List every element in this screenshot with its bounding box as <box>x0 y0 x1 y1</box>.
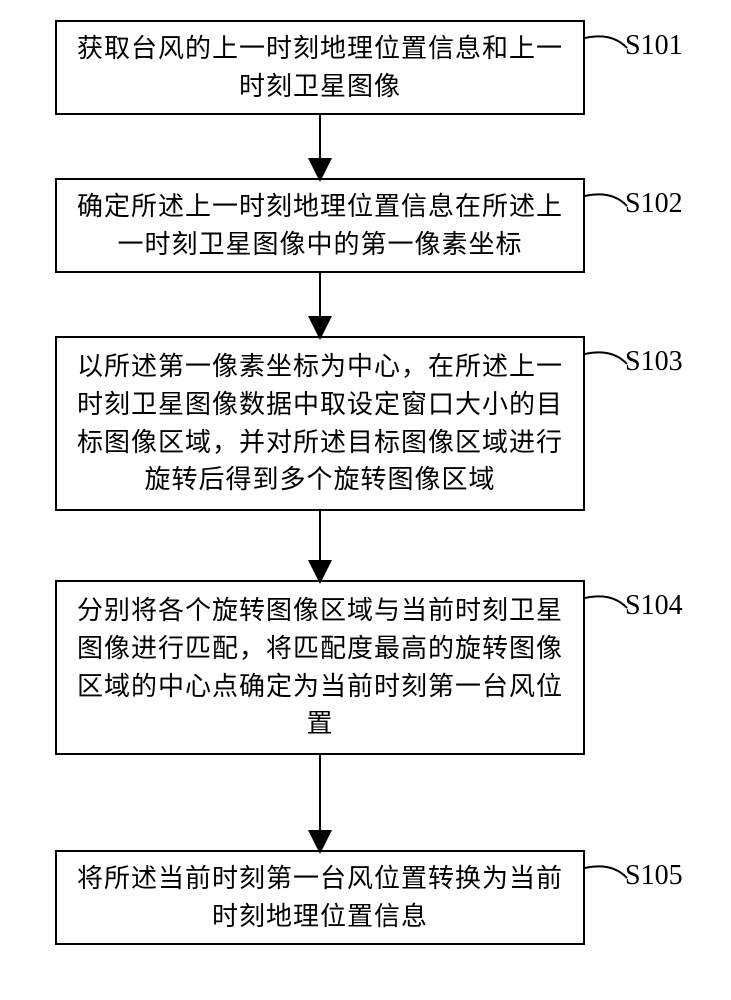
step-text-s102: 确定所述上一时刻地理位置信息在所述上一时刻卫星图像中的第一像素坐标 <box>67 188 573 263</box>
step-box-s102: 确定所述上一时刻地理位置信息在所述上一时刻卫星图像中的第一像素坐标 <box>55 178 585 273</box>
step-label-s102: S102 <box>625 188 683 220</box>
lead-s102 <box>585 194 627 206</box>
step-text-s105: 将所述当前时刻第一台风位置转换为当前时刻地理位置信息 <box>67 860 573 935</box>
step-label-s103: S103 <box>625 346 683 378</box>
lead-s103 <box>585 352 627 364</box>
step-box-s103: 以所述第一像素坐标为中心，在所述上一时刻卫星图像数据中取设定窗口大小的目标图像区… <box>55 336 585 511</box>
step-label-s101: S101 <box>625 30 683 62</box>
lead-s104 <box>585 596 627 608</box>
lead-s101 <box>585 36 627 48</box>
step-box-s105: 将所述当前时刻第一台风位置转换为当前时刻地理位置信息 <box>55 850 585 945</box>
step-box-s101: 获取台风的上一时刻地理位置信息和上一时刻卫星图像 <box>55 20 585 115</box>
step-label-s104: S104 <box>625 590 683 622</box>
flowchart-canvas: 获取台风的上一时刻地理位置信息和上一时刻卫星图像 S101 确定所述上一时刻地理… <box>0 0 731 1000</box>
step-text-s101: 获取台风的上一时刻地理位置信息和上一时刻卫星图像 <box>67 30 573 105</box>
lead-s105 <box>585 866 627 878</box>
step-text-s104: 分别将各个旋转图像区域与当前时刻卫星图像进行匹配，将匹配度最高的旋转图像区域的中… <box>67 592 573 743</box>
step-box-s104: 分别将各个旋转图像区域与当前时刻卫星图像进行匹配，将匹配度最高的旋转图像区域的中… <box>55 580 585 755</box>
step-label-s105: S105 <box>625 860 683 892</box>
step-text-s103: 以所述第一像素坐标为中心，在所述上一时刻卫星图像数据中取设定窗口大小的目标图像区… <box>67 348 573 499</box>
